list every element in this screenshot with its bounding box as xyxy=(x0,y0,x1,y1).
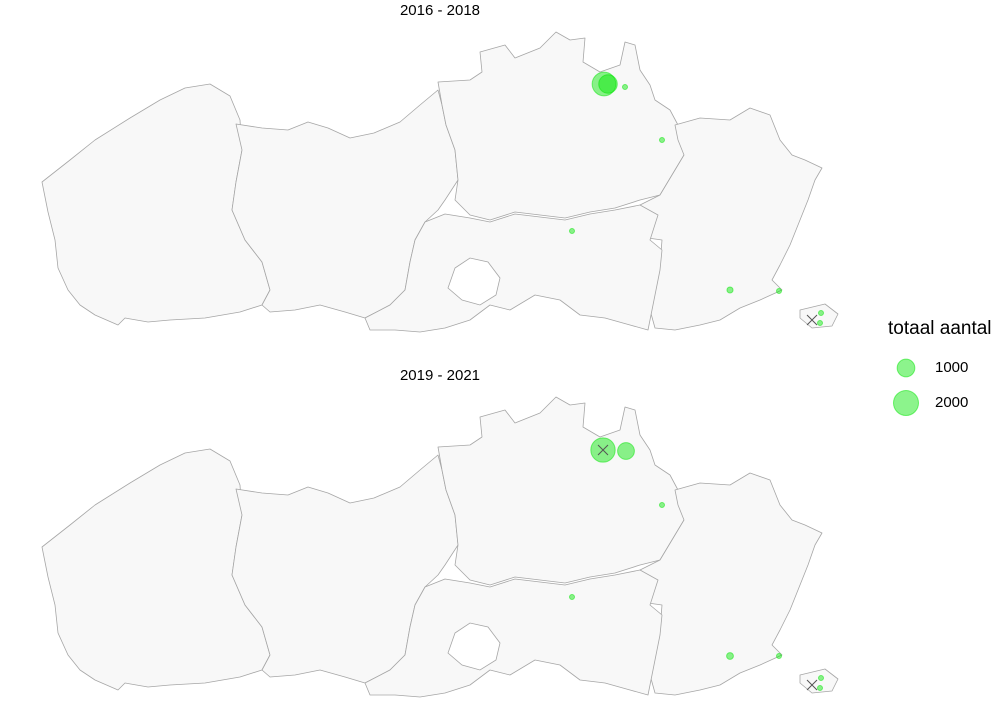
size-legend: totaal aantal 1000 2000 xyxy=(888,318,1008,416)
observation-point xyxy=(817,320,823,326)
observation-point xyxy=(776,288,782,294)
observation-point xyxy=(817,685,823,691)
panel-title: 2019 - 2021 xyxy=(399,367,481,384)
legend-item-1000: 1000 xyxy=(888,354,1008,384)
point-layer xyxy=(569,71,824,326)
province-antwerp xyxy=(437,396,685,586)
legend-label: 2000 xyxy=(935,394,969,411)
observation-point xyxy=(659,502,665,508)
observation-point xyxy=(776,653,782,659)
observation-point xyxy=(591,71,617,97)
brussels-region xyxy=(447,257,501,306)
brussels-region xyxy=(447,622,501,671)
observation-point xyxy=(659,137,665,143)
observation-point xyxy=(818,675,824,681)
province-flemish-brabant xyxy=(364,204,663,333)
observation-point xyxy=(569,594,575,600)
observation-point xyxy=(569,228,575,234)
cross-marker xyxy=(806,679,818,691)
legend-circle-icon xyxy=(893,390,919,416)
legend-title: totaal aantal xyxy=(888,318,992,339)
flanders-map xyxy=(41,396,839,698)
observation-point xyxy=(617,442,635,460)
legend-item-2000: 2000 xyxy=(888,389,1008,419)
provinces xyxy=(41,396,839,698)
province-flemish-brabant xyxy=(364,569,663,698)
cross-marker xyxy=(597,444,609,456)
cross-marker xyxy=(806,314,818,326)
map-panel-2019-2021: 2019 - 2021 xyxy=(0,365,860,725)
observation-point xyxy=(818,310,824,316)
province-antwerp xyxy=(437,31,685,221)
observation-point xyxy=(598,74,618,94)
legend-circle-icon xyxy=(896,358,916,378)
observation-point xyxy=(726,286,734,294)
map-panel-2016-2018: 2016 - 2018 xyxy=(0,0,860,360)
panel-title: 2016 - 2018 xyxy=(399,2,481,19)
point-layer xyxy=(569,437,824,691)
provinces xyxy=(41,31,839,333)
legend-label: 1000 xyxy=(935,359,969,376)
observation-point xyxy=(622,84,628,90)
flanders-map xyxy=(41,31,839,333)
observation-point xyxy=(726,652,734,660)
